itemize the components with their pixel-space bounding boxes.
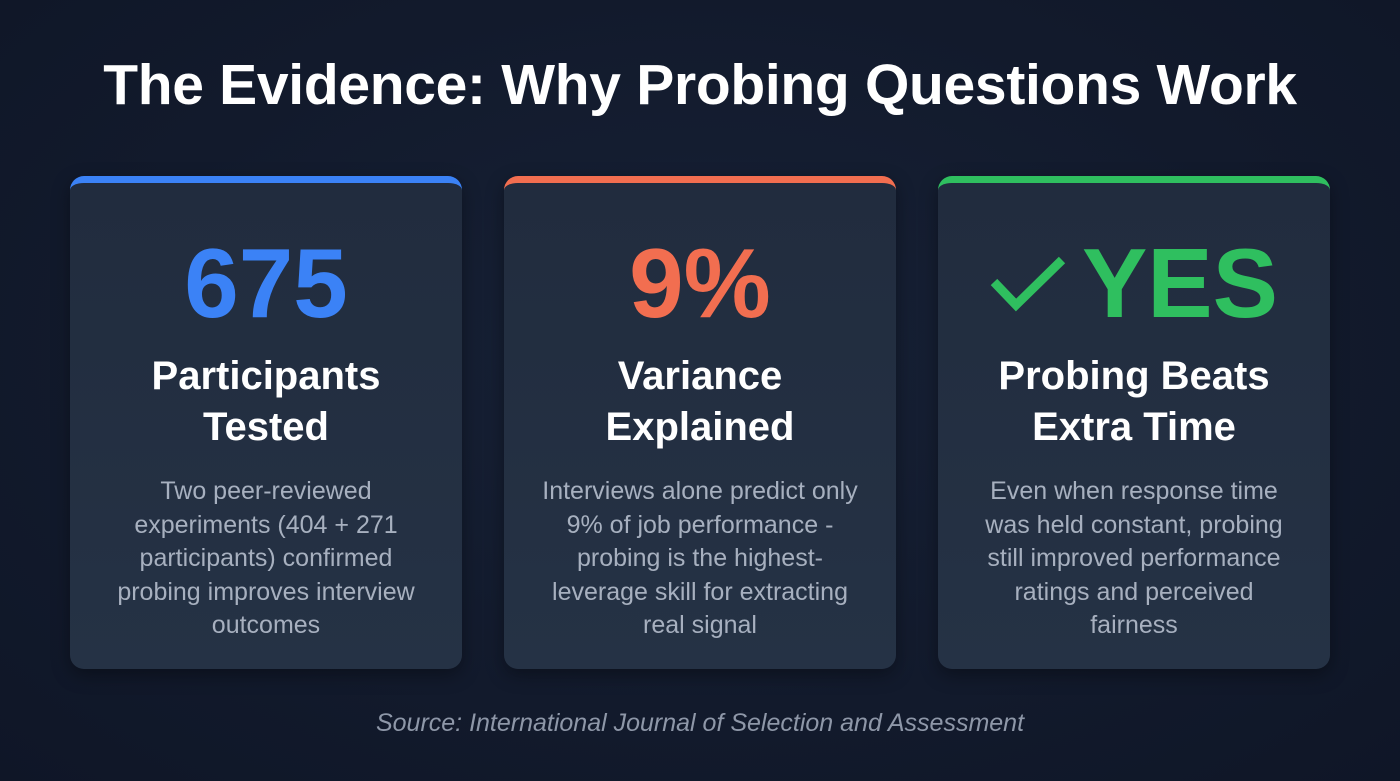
stat-label-line: Explained xyxy=(605,405,795,449)
stat-label-line: Probing Beats xyxy=(998,354,1270,398)
stat-card-participants: 675 Participants Tested Two peer-reviewe… xyxy=(70,176,462,669)
page-title: The Evidence: Why Probing Questions Work xyxy=(103,53,1297,117)
stat-card-variance: 9% Variance Explained Interviews alone p… xyxy=(504,176,896,669)
stat-description: Interviews alone predict only 9% of job … xyxy=(542,477,858,639)
stat-label-line: Extra Time xyxy=(1032,405,1236,449)
stat-number: 675 xyxy=(184,228,348,338)
stat-label-line: Variance xyxy=(617,354,783,398)
stat-card-probing: YES Probing Beats Extra Time Even when r… xyxy=(938,176,1330,669)
stat-value: 9% xyxy=(504,223,896,343)
stat-label: Participants Tested xyxy=(70,351,462,453)
stat-label-line: Participants xyxy=(151,354,381,398)
stat-description: Even when response time was held constan… xyxy=(985,477,1283,639)
stat-description: Two peer-reviewed experiments (404 + 271… xyxy=(117,477,415,639)
stat-value: YES xyxy=(938,223,1330,343)
checkmark-icon xyxy=(990,252,1068,314)
source-citation: Source: International Journal of Selecti… xyxy=(375,709,1025,737)
stat-label: Variance Explained xyxy=(504,351,896,453)
stat-label-line: Tested xyxy=(203,405,329,449)
stat-number: YES xyxy=(1081,228,1279,338)
stat-number: 9% xyxy=(629,228,771,338)
stat-label: Probing Beats Extra Time xyxy=(938,351,1330,453)
stat-value: 675 xyxy=(70,223,462,343)
